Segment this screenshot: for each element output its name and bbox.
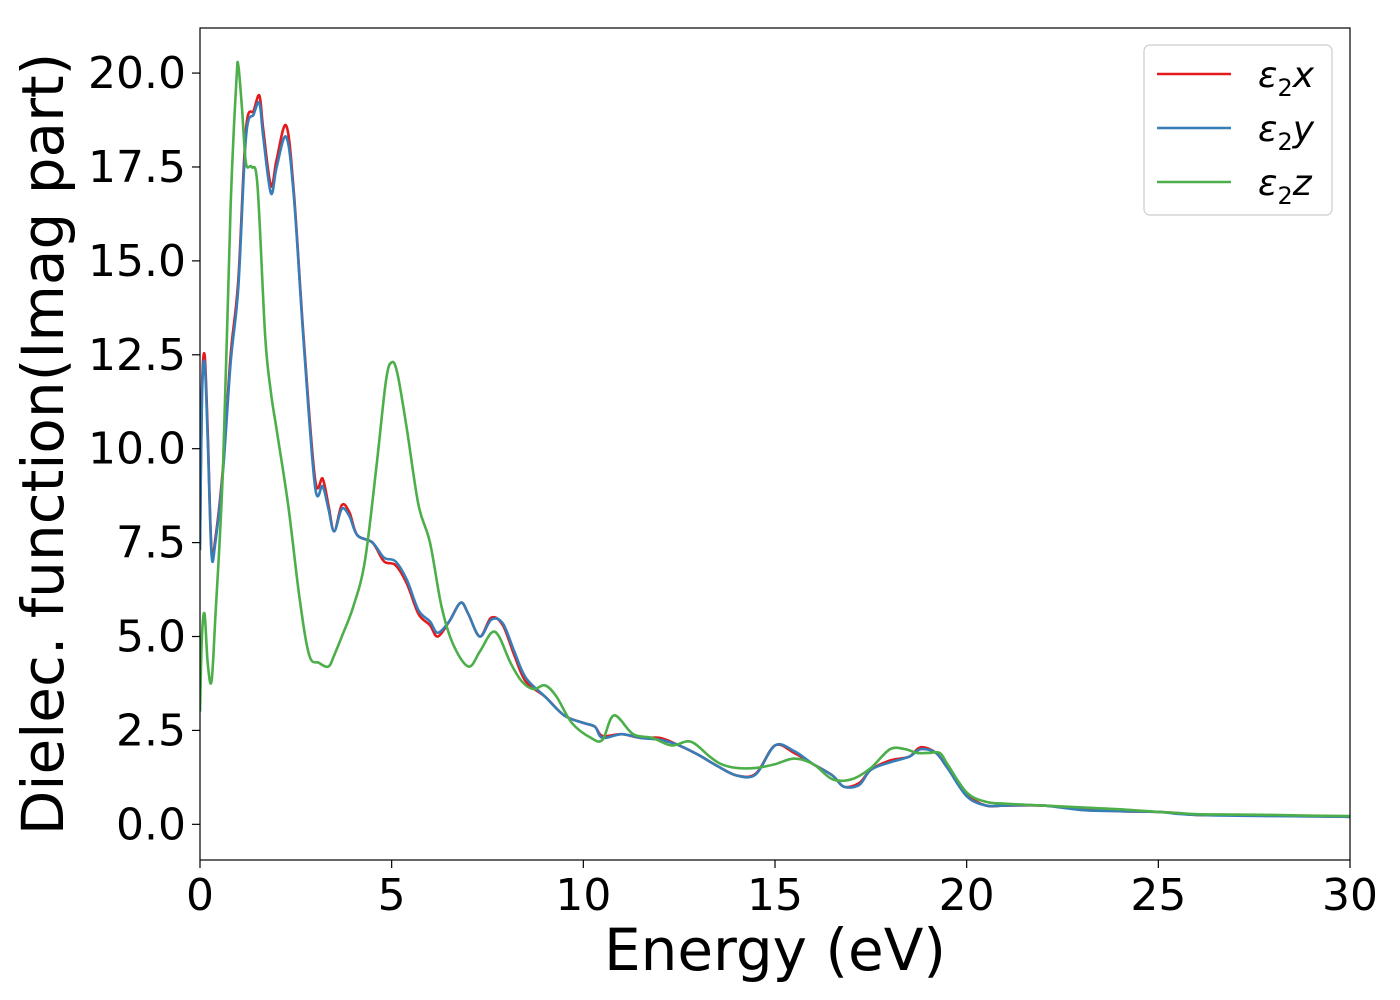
y-tick-label: 7.5 [116, 518, 186, 569]
legend-subscript: 2 [1277, 74, 1292, 102]
y-axis: 0.0 2.5 5.0 7.5 10.0 12.5 15.0 17.5 20.0 [88, 48, 200, 850]
x-tick-label: 5 [378, 870, 406, 921]
x-tick-label: 30 [1322, 870, 1378, 921]
legend-variable: x [1292, 55, 1315, 96]
legend-variable: z [1292, 163, 1313, 204]
legend-symbol: ε [1258, 109, 1277, 150]
x-tick-label: 15 [747, 870, 803, 921]
x-tick-label: 20 [939, 870, 995, 921]
plot-area [200, 60, 1350, 819]
legend-box [1143, 44, 1333, 216]
x-tick-label: 0 [186, 870, 214, 921]
legend-subscript: 2 [1277, 182, 1292, 210]
y-tick-label: 20.0 [88, 48, 186, 99]
x-axis-label: Energy (eV) [604, 916, 946, 984]
legend-subscript: 2 [1277, 128, 1292, 156]
y-tick-label: 15.0 [88, 236, 186, 287]
legend-symbol: ε [1258, 55, 1277, 96]
series-line-y [200, 100, 1350, 819]
x-tick-label: 25 [1130, 870, 1186, 921]
y-tick-label: 17.5 [88, 142, 186, 193]
y-tick-label: 2.5 [116, 705, 186, 756]
legend-label-z: ε2z [1258, 163, 1313, 210]
y-tick-label: 0.0 [116, 799, 186, 850]
legend-label-y: ε2y [1258, 109, 1315, 156]
legend-label-x: ε2x [1258, 55, 1315, 102]
y-axis-label: Dielec. function(Imag part) [9, 53, 77, 836]
series-line-z [200, 60, 1350, 818]
legend-symbol: ε [1258, 163, 1277, 204]
y-tick-label: 5.0 [116, 612, 186, 663]
y-tick-label: 12.5 [88, 330, 186, 381]
x-tick-label: 10 [555, 870, 611, 921]
y-tick-label: 10.0 [88, 424, 186, 475]
x-axis: 0 5 10 15 20 25 30 [186, 860, 1378, 921]
legend-variable: y [1292, 109, 1315, 150]
